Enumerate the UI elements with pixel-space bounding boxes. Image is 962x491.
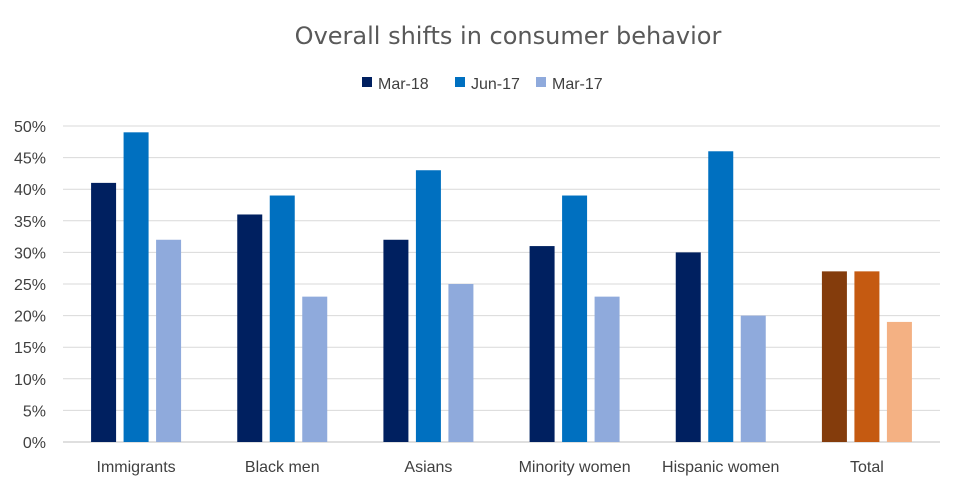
x-axis: Immigrants Black men Asians Minority women H…	[97, 459, 884, 476]
y-tick-label: 5%	[23, 403, 46, 420]
bar-asians-mar-18	[383, 239, 409, 442]
bar-immigrants-jun-17	[123, 132, 149, 442]
bar-total-mar-18	[821, 271, 847, 442]
x-tick-label: Hispanic women	[662, 459, 779, 476]
y-tick-label: 25%	[14, 277, 46, 294]
x-tick-label: Asians	[404, 459, 452, 476]
bar-black-men-mar-17	[302, 296, 328, 442]
bar-immigrants-mar-18	[91, 182, 117, 442]
bar-hispanic-women-mar-17	[740, 315, 766, 442]
bar-minority-women-mar-18	[529, 246, 555, 442]
y-tick-label: 40%	[14, 182, 46, 199]
bars	[91, 132, 912, 443]
gridlines	[63, 125, 940, 443]
legend-label-jun-17: Jun-17	[471, 76, 520, 93]
legend: Mar-18 Jun-17 Mar-17	[362, 76, 603, 93]
bar-asians-jun-17	[415, 170, 441, 443]
bar-asians-mar-17	[448, 284, 474, 442]
legend-label-mar-18: Mar-18	[378, 76, 429, 93]
legend-label-mar-17: Mar-17	[552, 76, 603, 93]
legend-swatch-mar-18	[362, 77, 372, 87]
x-tick-label: Black men	[245, 459, 320, 476]
y-axis: 0% 5% 10% 15% 20% 25% 30% 35% 40% 45% 50%	[14, 119, 46, 452]
x-tick-label: Total	[850, 459, 884, 476]
y-tick-label: 0%	[23, 435, 46, 452]
bar-black-men-mar-18	[237, 214, 263, 442]
y-tick-label: 45%	[14, 151, 46, 168]
y-tick-label: 50%	[14, 119, 46, 136]
y-tick-label: 20%	[14, 309, 46, 326]
bar-immigrants-mar-17	[156, 239, 182, 442]
bar-total-jun-17	[854, 271, 880, 442]
bar-hispanic-women-mar-18	[675, 252, 701, 442]
legend-swatch-jun-17	[455, 77, 465, 87]
bar-black-men-jun-17	[269, 195, 295, 442]
chart-title: Overall shifts in consumer behavior	[295, 22, 722, 50]
y-tick-label: 35%	[14, 214, 46, 231]
x-tick-label: Immigrants	[97, 459, 176, 476]
bar-minority-women-mar-17	[594, 296, 620, 442]
x-tick-label: Minority women	[519, 459, 631, 476]
y-tick-label: 30%	[14, 245, 46, 262]
bar-total-mar-17	[886, 321, 912, 442]
bar-hispanic-women-jun-17	[708, 151, 734, 442]
legend-swatch-mar-17	[536, 77, 546, 87]
y-tick-label: 10%	[14, 372, 46, 389]
bar-minority-women-jun-17	[562, 195, 588, 442]
y-tick-label: 15%	[14, 340, 46, 357]
